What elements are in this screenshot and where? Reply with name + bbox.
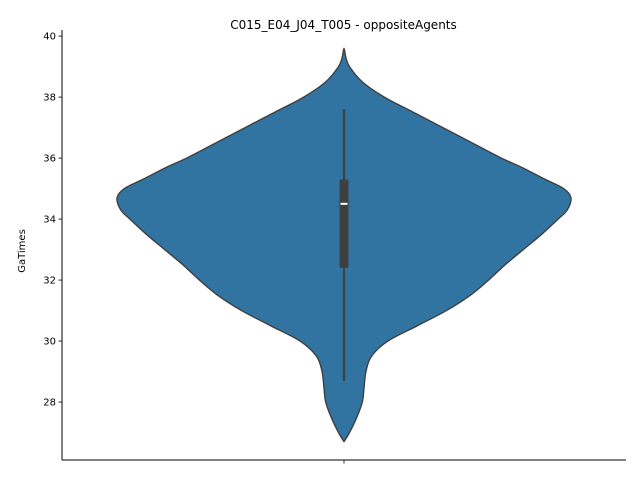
chart-title: C015_E04_J04_T005 - oppositeAgents xyxy=(230,18,457,32)
y-axis-label: GaTimes xyxy=(17,229,28,273)
y-tick-label: 32 xyxy=(43,276,56,287)
y-tick-label: 40 xyxy=(43,32,56,43)
y-tick-label: 34 xyxy=(43,215,56,226)
y-tick-label: 28 xyxy=(43,398,56,409)
y-axis: 28 30 32 34 36 38 40 xyxy=(43,30,63,460)
y-tick-label: 38 xyxy=(43,93,56,104)
y-tick-label: 36 xyxy=(43,154,56,165)
y-tick-label: 30 xyxy=(43,337,56,348)
interquartile-box xyxy=(339,179,349,268)
x-axis xyxy=(62,459,626,464)
plot-area xyxy=(116,47,572,443)
